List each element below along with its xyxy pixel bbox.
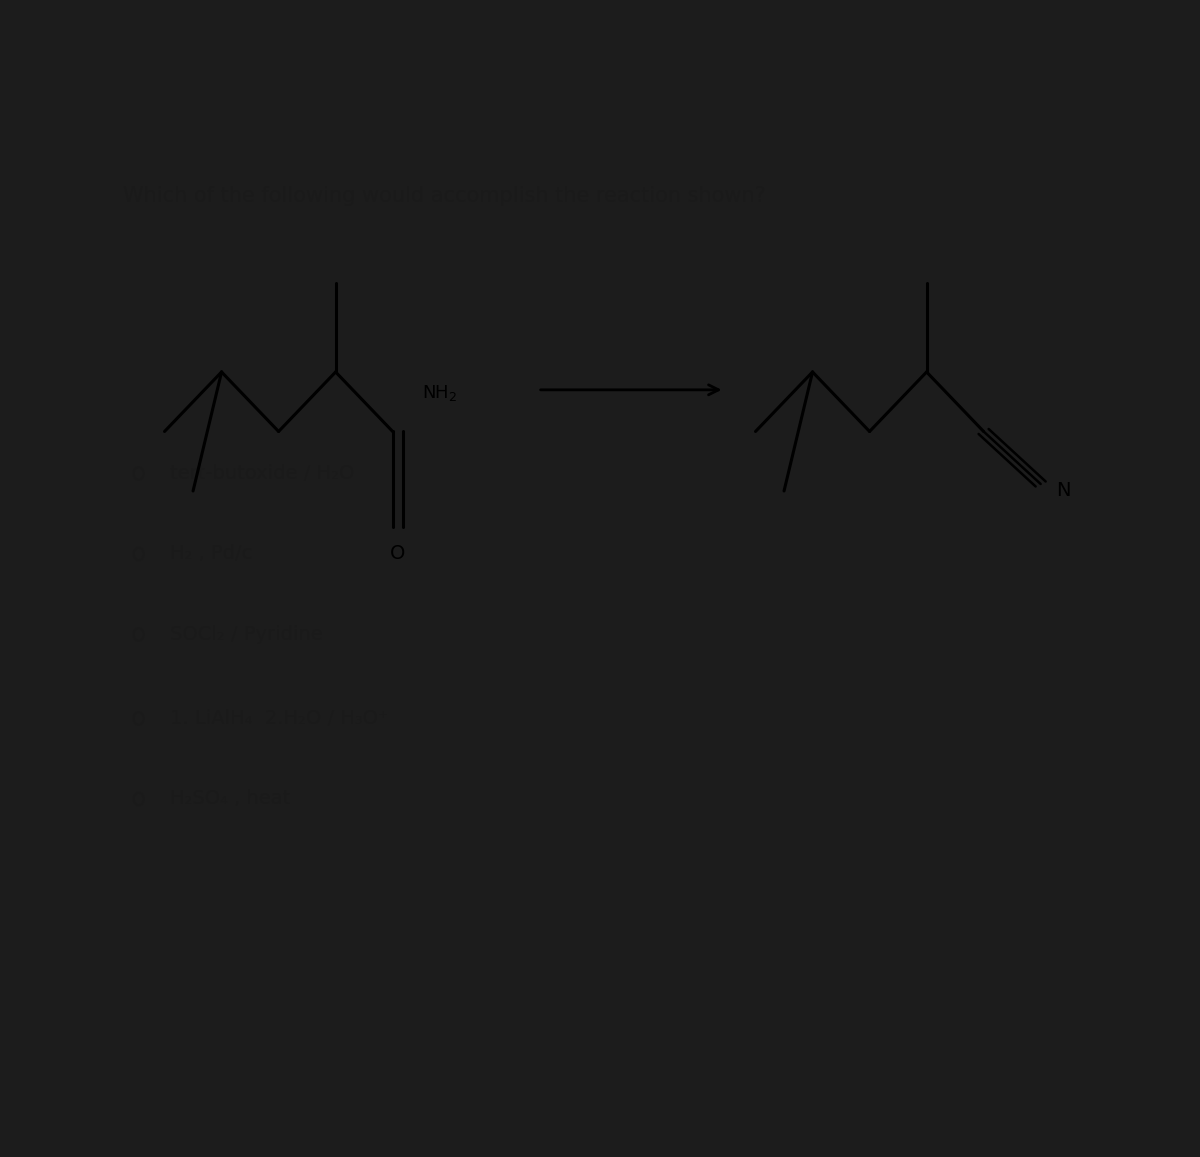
Text: NH$_2$: NH$_2$ xyxy=(421,383,457,404)
Text: O: O xyxy=(390,544,406,563)
Text: SOCl₂ / Pyridine: SOCl₂ / Pyridine xyxy=(169,625,323,644)
Text: H₂SO₄ , heat: H₂SO₄ , heat xyxy=(169,789,290,809)
Text: H₂ , Pd/c: H₂ , Pd/c xyxy=(169,545,252,563)
Text: 1. LiAlH₄  2.H₂O / H₃O⁺: 1. LiAlH₄ 2.H₂O / H₃O⁺ xyxy=(169,709,388,728)
Text: tert-butoxide / H₂O: tert-butoxide / H₂O xyxy=(169,464,354,482)
Text: Which of the following would accomplish the reaction shown?: Which of the following would accomplish … xyxy=(124,186,766,206)
Text: N: N xyxy=(1056,481,1070,501)
